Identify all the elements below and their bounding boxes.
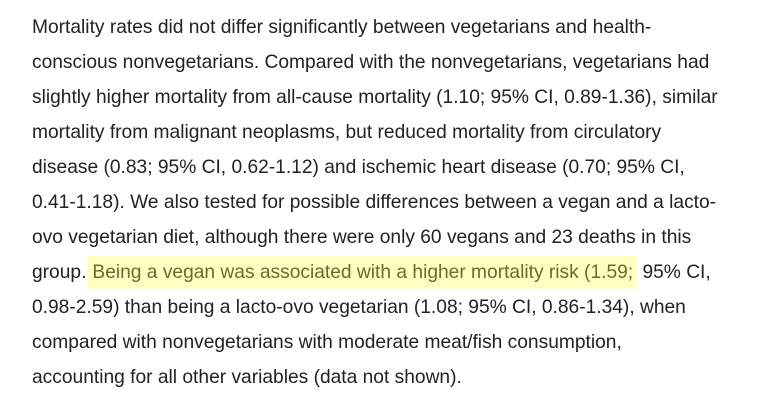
text-line-with-highlight: group. Being a vegan was associated with … <box>32 255 762 290</box>
text-segment: group. <box>32 262 87 283</box>
text-line: Mortality rates did not differ significa… <box>32 17 652 38</box>
text-line: mortality from malignant neoplasms, but … <box>32 122 662 143</box>
text-line: accounting for all other variables (data… <box>32 367 462 388</box>
text-line: ovo vegetarian diet, although there were… <box>32 227 692 248</box>
text-line: 0.41-1.18). We also tested for possible … <box>32 192 717 213</box>
document-paragraph: Mortality rates did not differ significa… <box>32 10 762 395</box>
text-line: slightly higher mortality from all-cause… <box>32 87 718 108</box>
text-line: disease (0.83; 95% CI, 0.62-1.12) and is… <box>32 157 685 178</box>
highlighted-text[interactable]: Being a vegan was associated with a high… <box>88 256 638 289</box>
text-segment: 95% CI, <box>637 262 711 283</box>
text-line: compared with nonvegetarians with modera… <box>32 332 622 353</box>
text-line: 0.98-2.59) than being a lacto-ovo vegeta… <box>32 297 686 318</box>
text-line: conscious nonvegetarians. Compared with … <box>32 52 710 73</box>
